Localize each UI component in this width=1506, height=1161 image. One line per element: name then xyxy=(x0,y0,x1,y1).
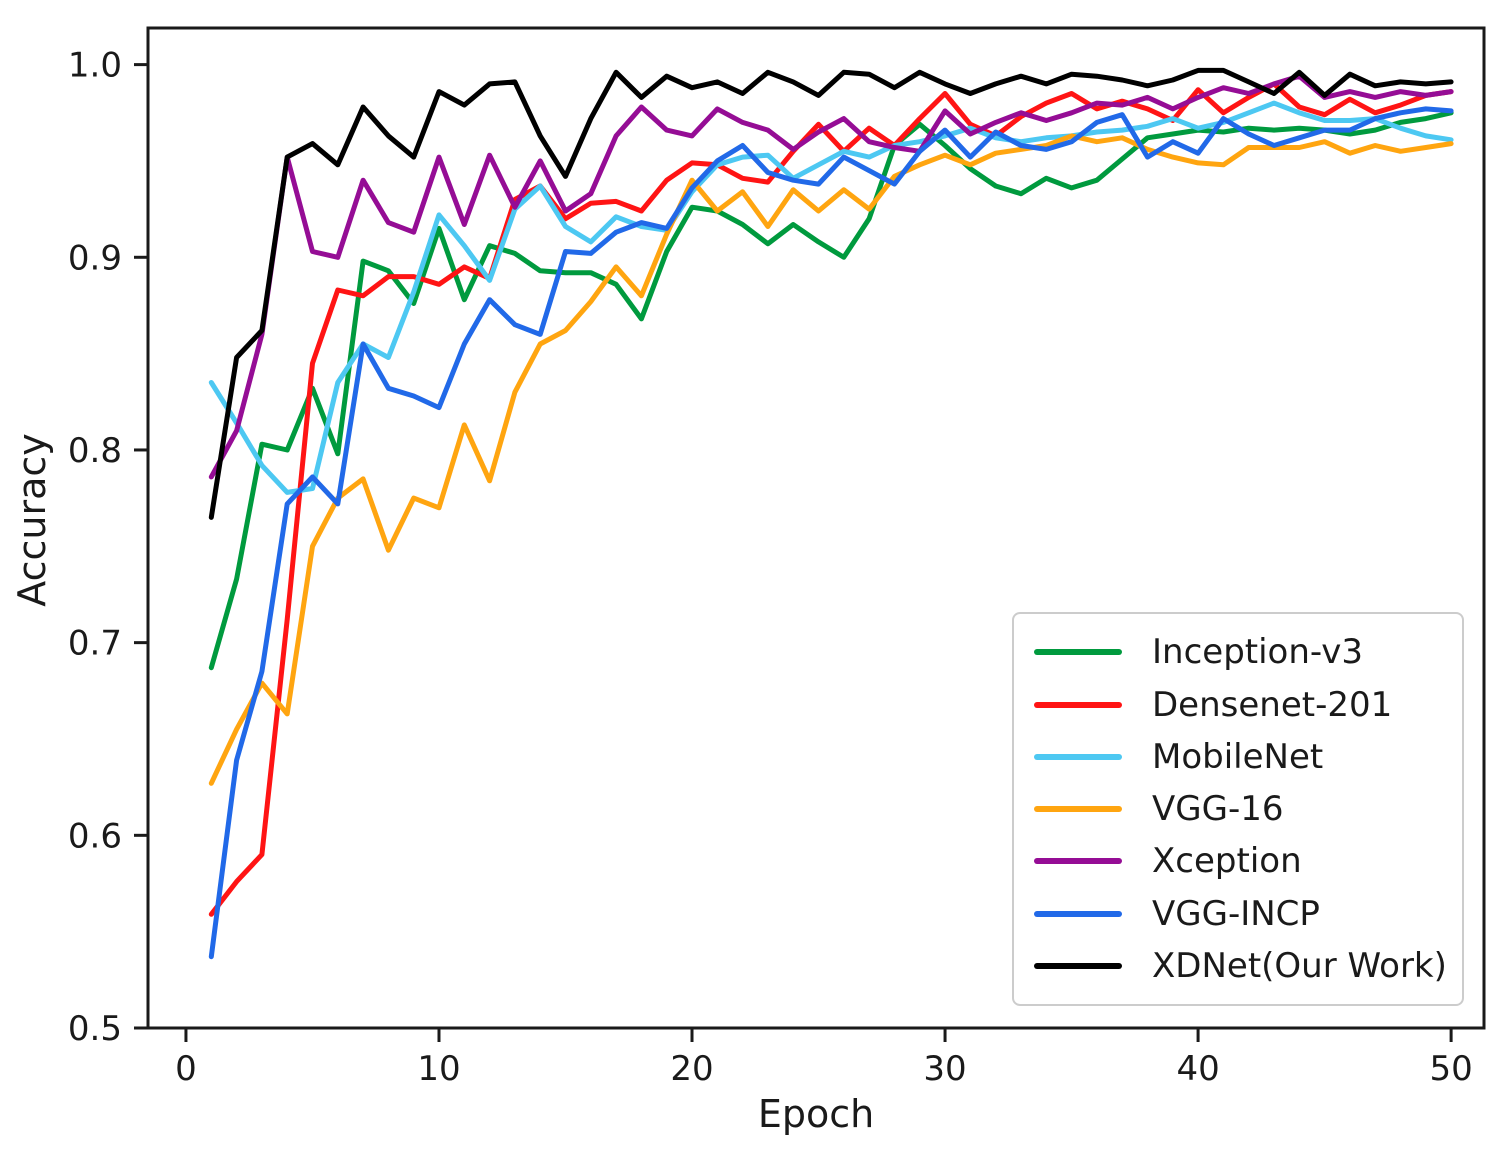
legend-label: MobileNet xyxy=(1152,736,1324,777)
x-tick-label: 50 xyxy=(1429,1049,1472,1089)
legend-line-swatch xyxy=(1034,649,1122,656)
y-tick-label: 0.8 xyxy=(68,431,122,471)
legend-label: VGG-16 xyxy=(1152,789,1284,829)
x-tick-label: 10 xyxy=(417,1049,460,1089)
series-line-mobilenet xyxy=(208,100,1454,495)
series-line-vgg-incp xyxy=(208,106,1454,960)
y-tick-label: 0.7 xyxy=(68,624,122,664)
x-tick-label: 0 xyxy=(175,1049,197,1089)
y-tick-label: 0.6 xyxy=(68,816,122,856)
legend-item-vgg-incp: VGG-INCP xyxy=(1034,894,1462,934)
legend-item-densenet-201: Densenet-201 xyxy=(1034,685,1462,725)
legend-label: Inception-v3 xyxy=(1152,632,1364,673)
legend-line-swatch xyxy=(1034,910,1122,917)
x-tick-label: 20 xyxy=(670,1049,713,1089)
x-tick-label: 40 xyxy=(1176,1049,1219,1089)
legend-line-swatch xyxy=(1034,858,1122,865)
series-line-xdnet-our-work- xyxy=(208,67,1454,520)
y-tick-label: 0.5 xyxy=(68,1009,122,1049)
legend: Inception-v3 Densenet-201 MobileNet VGG-16 X… xyxy=(1012,612,1464,1006)
legend-line-swatch xyxy=(1034,753,1122,760)
legend-label: XDNet(Our Work) xyxy=(1152,945,1447,986)
legend-item-xception: Xception xyxy=(1034,841,1462,881)
legend-line-swatch xyxy=(1034,701,1122,708)
legend-label: Xception xyxy=(1152,841,1302,882)
y-tick-label: 0.9 xyxy=(68,238,122,278)
legend-item-inception-v3: Inception-v3 xyxy=(1034,632,1462,672)
legend-line-swatch xyxy=(1034,806,1122,812)
legend-label: Densenet-201 xyxy=(1152,684,1393,725)
plot-border xyxy=(146,26,1486,1030)
y-axis-label: Accuracy xyxy=(10,433,54,607)
legend-item-mobilenet: MobileNet xyxy=(1034,737,1462,777)
series-line-xception xyxy=(208,73,1454,480)
legend-item-xdnet-our-work-: XDNet(Our Work) xyxy=(1034,946,1462,986)
legend-label: VGG-INCP xyxy=(1152,893,1320,934)
y-tick-label: 1.0 xyxy=(68,46,122,86)
x-tick-label: 30 xyxy=(923,1049,966,1089)
legend-line-swatch xyxy=(1034,962,1122,969)
legend-item-vgg-16: VGG-16 xyxy=(1034,789,1462,829)
series-line-vgg-16 xyxy=(208,133,1454,786)
x-axis-label: Epoch xyxy=(757,1092,875,1136)
